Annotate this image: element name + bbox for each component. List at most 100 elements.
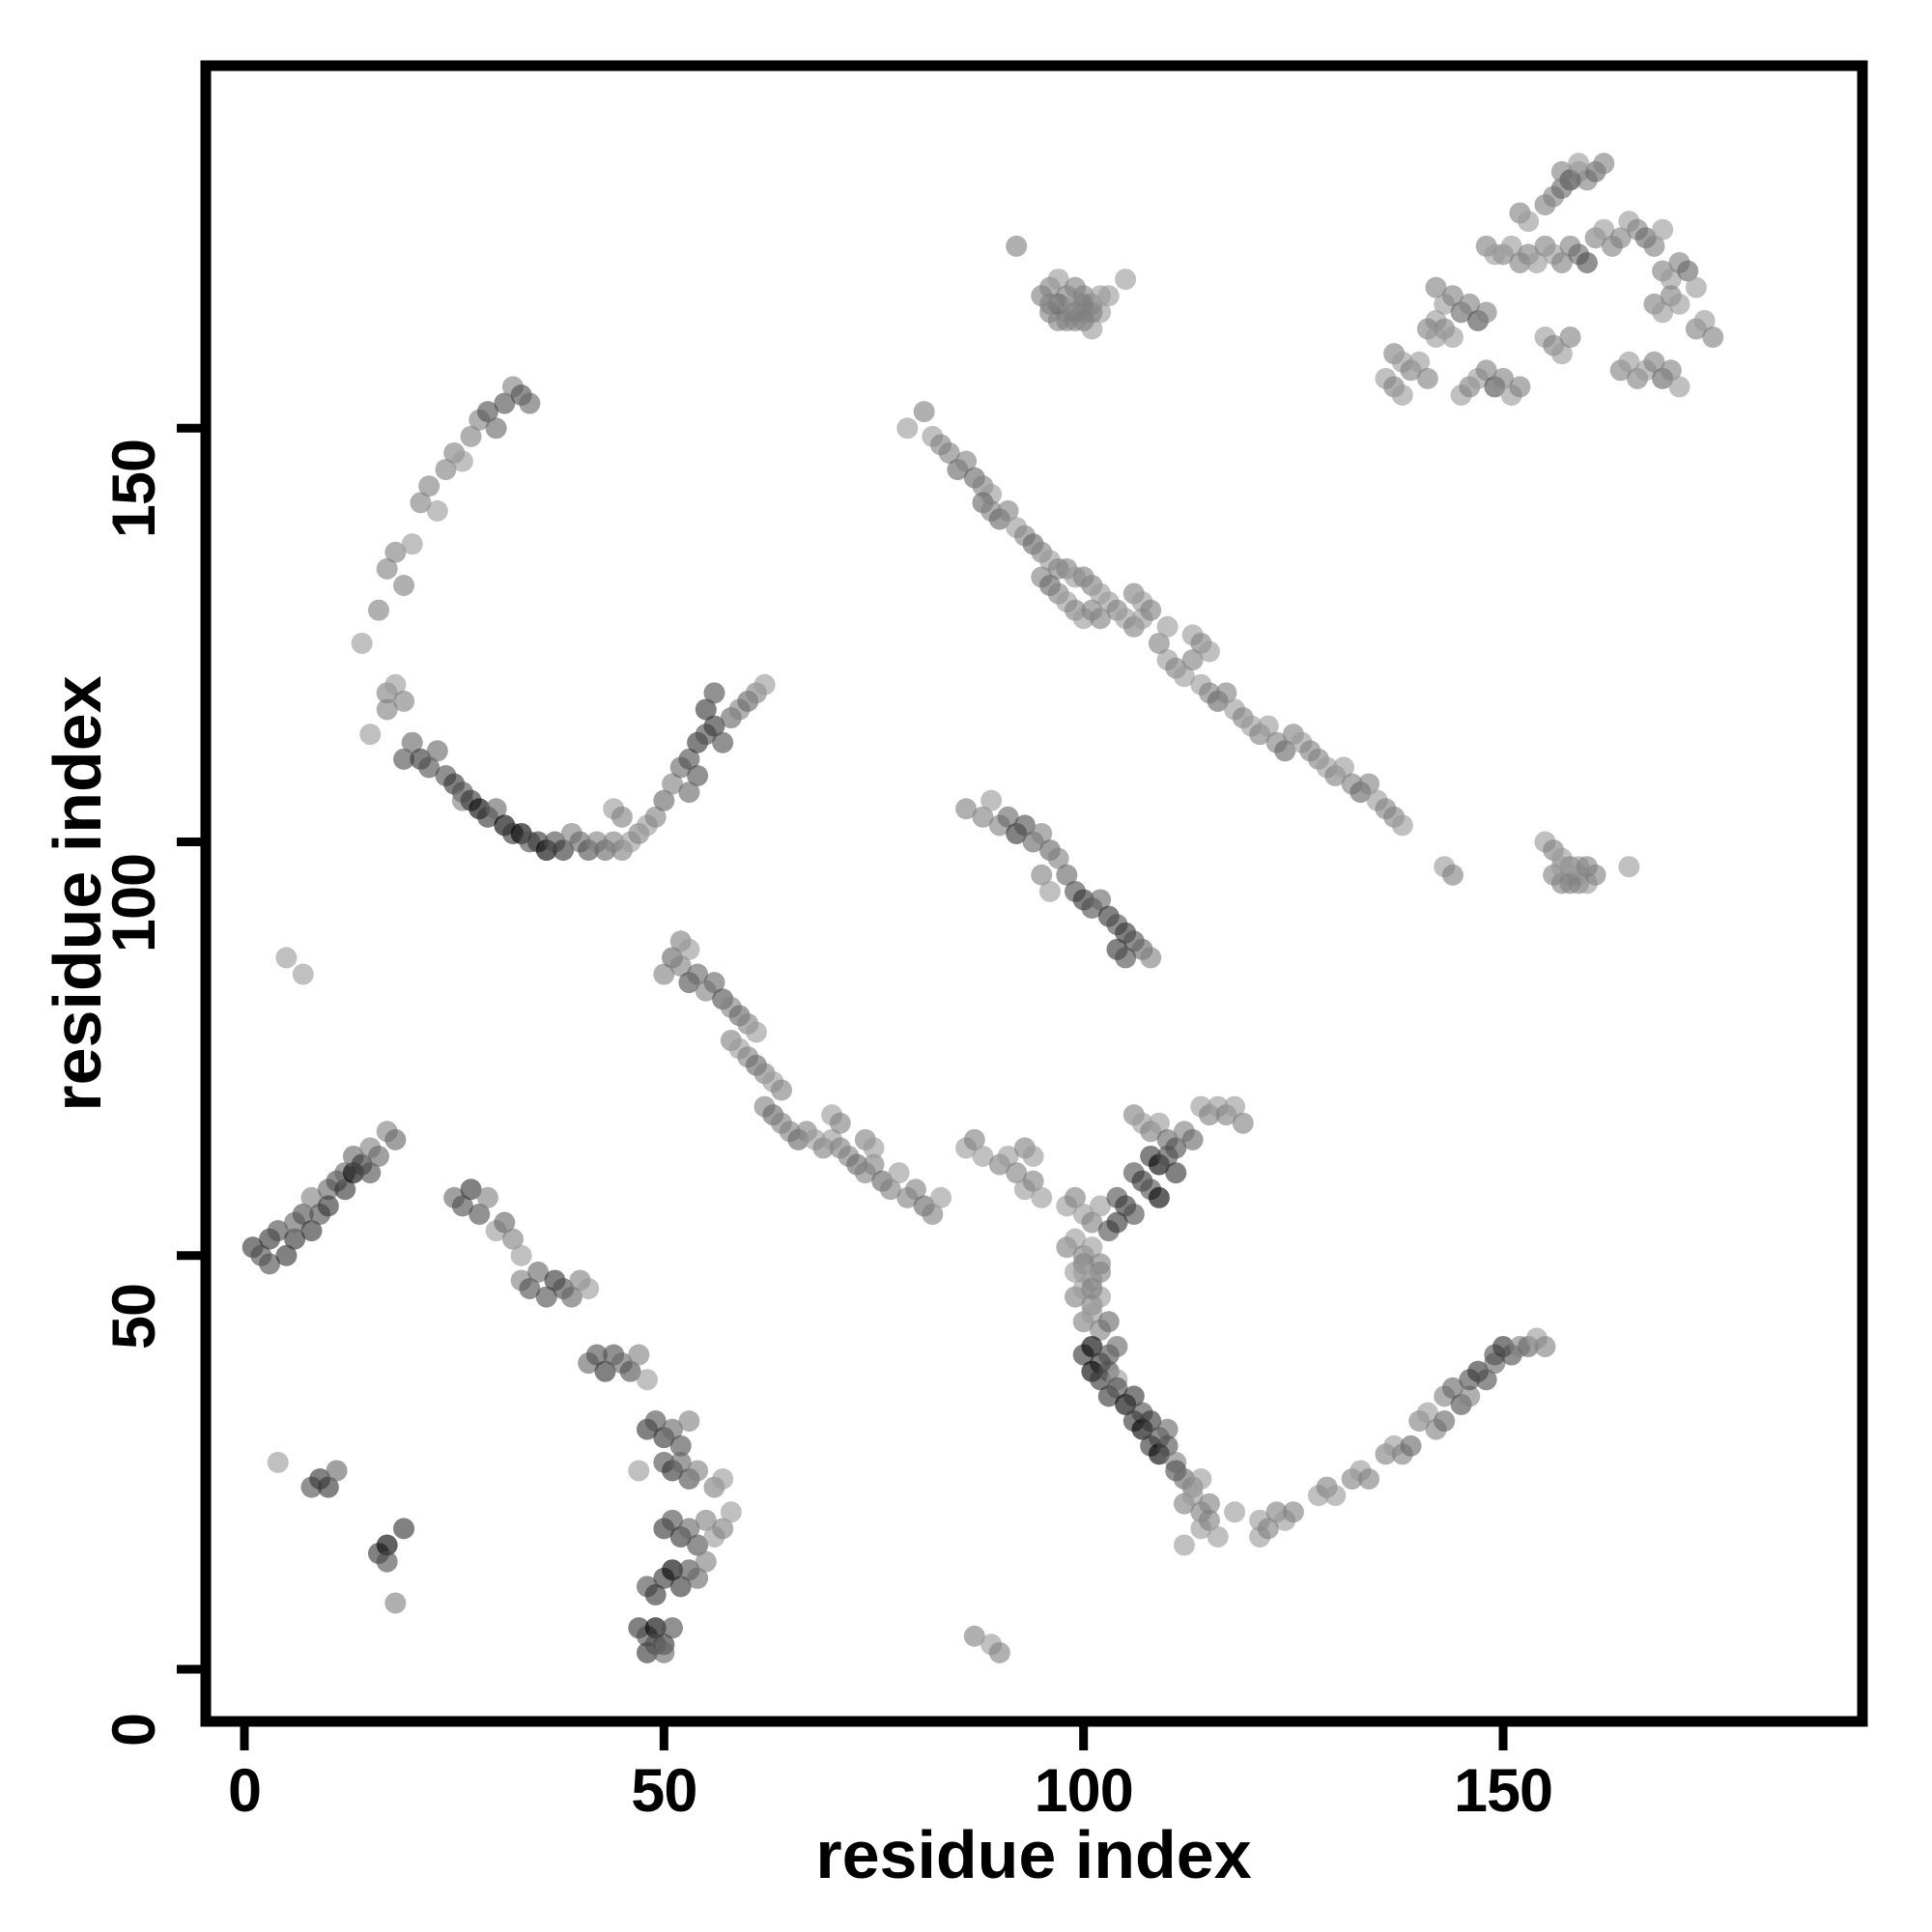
contact-point — [326, 1460, 348, 1482]
contact-point — [300, 1186, 323, 1208]
contact-point — [712, 731, 734, 753]
contact-point — [1459, 1385, 1481, 1407]
contact-point — [1559, 327, 1581, 349]
contact-point — [628, 1344, 650, 1366]
contact-point — [1090, 1195, 1112, 1217]
contact-point — [1559, 872, 1581, 895]
contact-point — [1643, 235, 1665, 257]
contact-point — [1550, 251, 1573, 273]
contact-point — [1047, 847, 1069, 869]
contact-point — [426, 740, 448, 762]
contact-point — [1441, 1377, 1463, 1399]
contact-point — [997, 1145, 1019, 1167]
contact-point — [1416, 1402, 1438, 1424]
contact-point — [712, 1518, 734, 1540]
y-tick-label-0: 0 — [100, 1713, 168, 1747]
y-tick-label-50: 50 — [100, 1283, 168, 1350]
contact-point — [662, 1418, 684, 1440]
contact-point — [451, 1195, 473, 1217]
contact-point — [1677, 260, 1699, 282]
contact-point — [904, 1179, 926, 1201]
contact-point — [384, 1128, 407, 1151]
contact-point — [376, 698, 398, 721]
contact-point — [1140, 1410, 1162, 1433]
contact-point — [1358, 773, 1380, 795]
contact-point — [1081, 1211, 1103, 1234]
contact-point — [703, 715, 725, 737]
contact-point — [384, 673, 407, 696]
contact-point — [1065, 1186, 1087, 1208]
contact-point — [1685, 276, 1707, 298]
contact-point — [485, 798, 507, 820]
contact-point — [1156, 1145, 1179, 1167]
contact-point — [1090, 608, 1112, 630]
contact-point — [662, 773, 684, 795]
contact-point — [653, 963, 675, 985]
contact-point — [1031, 822, 1053, 844]
contact-point — [1282, 1501, 1304, 1523]
contact-point — [275, 947, 298, 969]
contact-point — [376, 557, 398, 580]
contact-point — [259, 1253, 281, 1275]
contact-point — [1500, 235, 1522, 257]
contact-point — [1702, 327, 1724, 349]
contact-point — [1013, 814, 1036, 837]
contact-point — [1156, 615, 1179, 638]
contact-point — [669, 1576, 692, 1598]
contact-point — [863, 1153, 885, 1176]
contact-point — [1031, 1186, 1053, 1208]
contact-point — [1425, 327, 1447, 349]
contact-point — [351, 632, 373, 654]
contact-point — [1257, 1518, 1279, 1540]
contact-point — [1492, 367, 1515, 389]
contact-point — [644, 806, 667, 828]
contact-point — [1106, 1335, 1128, 1357]
contact-point — [1400, 1435, 1422, 1457]
contact-point — [972, 806, 994, 828]
contact-point — [1441, 864, 1463, 886]
contact-point — [460, 425, 482, 447]
contact-point — [1047, 269, 1069, 291]
contact-point — [720, 1501, 742, 1523]
contact-point — [1434, 1410, 1456, 1433]
x-tick-label-100: 100 — [1034, 1757, 1134, 1825]
x-tick-label-150: 150 — [1453, 1757, 1553, 1825]
contact-point — [1475, 301, 1497, 324]
contact-point — [1156, 1418, 1179, 1440]
x-tick-label-0: 0 — [227, 1757, 262, 1825]
contact-point — [1568, 153, 1590, 175]
contact-point — [300, 1220, 323, 1242]
contact-point — [1215, 682, 1237, 704]
contact-point — [451, 450, 473, 472]
contact-point — [955, 798, 978, 820]
contact-point — [863, 1137, 885, 1159]
contact-point — [1106, 1377, 1128, 1399]
contact-point — [1441, 327, 1463, 349]
contact-point — [1207, 1525, 1229, 1548]
contact-point — [1140, 947, 1162, 969]
contact-point — [687, 1534, 709, 1556]
contact-point — [1090, 285, 1112, 307]
contact-point — [687, 1567, 709, 1589]
contact-point — [1224, 1095, 1246, 1118]
contact-point — [1056, 864, 1078, 886]
contact-point — [662, 1559, 684, 1581]
contact-point — [527, 1261, 550, 1283]
contact-point — [1358, 1468, 1380, 1491]
contact-point — [1072, 1261, 1094, 1283]
contact-point — [476, 1186, 498, 1208]
contact-point — [1190, 1468, 1212, 1491]
contact-point — [1391, 814, 1413, 837]
contact-point — [1122, 1385, 1145, 1407]
contact-point — [376, 1534, 398, 1556]
contact-point — [1618, 351, 1640, 373]
contact-point — [578, 1278, 600, 1300]
contact-point — [1065, 1228, 1087, 1250]
contact-point — [628, 1460, 650, 1482]
contact-point — [1148, 632, 1170, 654]
contact-point — [1593, 153, 1615, 175]
contact-point — [1668, 293, 1690, 315]
contact-point — [1609, 227, 1632, 249]
contact-point — [1031, 864, 1053, 886]
